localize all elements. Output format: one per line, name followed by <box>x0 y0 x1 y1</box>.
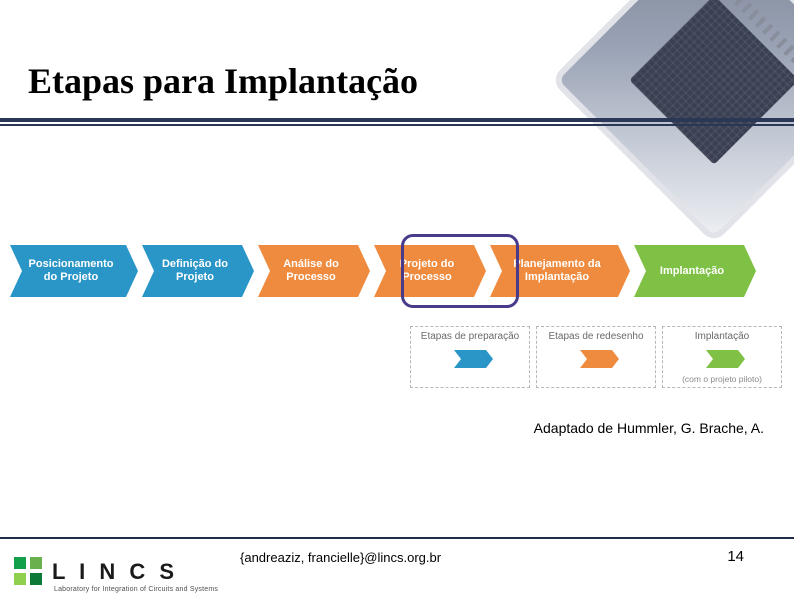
legend-swatch-icon <box>580 350 612 368</box>
flow-step-label: Planejamento da Implantação <box>504 258 610 283</box>
process-flow: Posicionamento do Projeto Definição do P… <box>10 245 784 297</box>
footer-email: {andreaziz, francielle}@lincs.org.br <box>240 550 441 565</box>
flow-step-implantacao: Implantação <box>634 245 744 297</box>
flow-highlight-box <box>401 234 519 308</box>
flow-step-analise: Análise do Processo <box>258 245 358 297</box>
legend-label: Etapas de preparação <box>421 331 519 342</box>
slide-title: Etapas para Implantação <box>28 60 418 102</box>
lincs-logo-text: L I N C S <box>52 559 178 585</box>
flow-step-label: Definição do Projeto <box>156 258 234 283</box>
flow-step-label: Posicionamento do Projeto <box>24 258 118 283</box>
flow-step-definicao: Definição do Projeto <box>142 245 242 297</box>
footer-divider <box>0 537 794 539</box>
legend-label: Etapas de redesenho <box>548 331 643 342</box>
attribution-text: Adaptado de Hummler, G. Brache, A. <box>534 420 764 436</box>
title-underline-thin <box>0 124 794 126</box>
lincs-logo-icon <box>14 557 44 587</box>
legend-label: Implantação <box>695 331 749 342</box>
legend-swatch-icon <box>706 350 738 368</box>
legend-item-redesenho: Etapas de redesenho <box>536 326 656 388</box>
legend-item-preparacao: Etapas de preparação <box>410 326 530 388</box>
legend-item-implantacao: Implantação (com o projeto piloto) <box>662 326 782 388</box>
page-number: 14 <box>727 548 744 565</box>
flow-step-label: Implantação <box>660 265 724 278</box>
flow-step-posicionamento: Posicionamento do Projeto <box>10 245 126 297</box>
legend-sublabel: (com o projeto piloto) <box>682 374 762 384</box>
lincs-logo-subtitle: Laboratory for Integration of Circuits a… <box>54 586 218 593</box>
flow-step-label: Análise do Processo <box>272 258 350 283</box>
lincs-logo: L I N C S <box>14 557 178 587</box>
title-underline-thick <box>0 118 794 122</box>
legend: Etapas de preparação Etapas de redesenho… <box>410 326 782 388</box>
legend-swatch-icon <box>454 350 486 368</box>
